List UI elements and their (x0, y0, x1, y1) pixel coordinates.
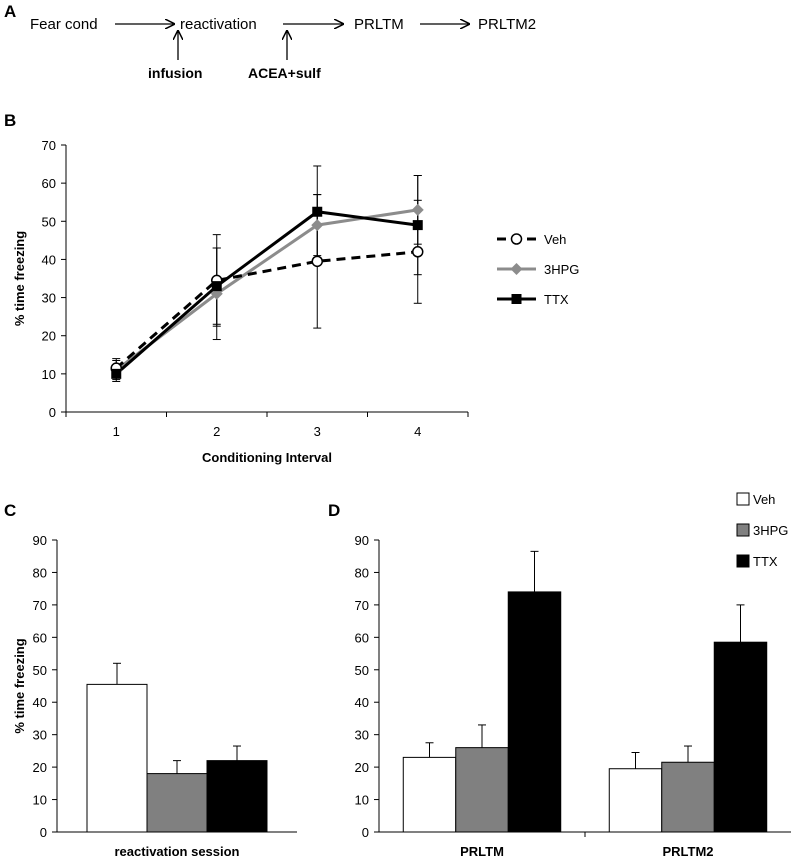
y-tick-label: 50 (42, 214, 56, 229)
x-tick-label: 3 (314, 424, 321, 439)
legend-marker-veh (510, 233, 523, 245)
legend-label-veh: Veh (544, 232, 566, 247)
data-point-ttx (111, 368, 122, 379)
y-axis-title: % time freezing (12, 231, 27, 326)
y-tick-label: 60 (355, 630, 369, 645)
y-tick-label: 0 (49, 405, 56, 420)
y-tick-label: 30 (33, 728, 47, 743)
y-tick-label: 80 (355, 565, 369, 580)
y-tick-label: 70 (42, 138, 56, 153)
data-point-veh (311, 255, 323, 268)
bar-ttx (507, 591, 562, 833)
panel-b-letter: B (4, 111, 16, 130)
y-tick-label: 60 (33, 630, 47, 645)
bar-veh (402, 756, 457, 833)
y-tick-label: 30 (42, 291, 56, 306)
y-tick-label: 80 (33, 565, 47, 580)
x-category-label: reactivation session (115, 844, 240, 859)
step-prltm2: PRLTM2 (478, 16, 536, 33)
data-point-ttx (211, 281, 222, 292)
label-infusion: infusion (148, 65, 202, 81)
y-tick-label: 60 (42, 176, 56, 191)
legend-label-ttx: TTX (753, 554, 778, 569)
label-acea-sulf: ACEA+sulf (248, 65, 321, 81)
legend-marker-ttx (511, 294, 522, 304)
legend-swatch-3hpg (736, 523, 750, 537)
line-chart-b: 0 10 20 30 40 50 60 70 1 2 3 4 Conditioning Interval… (12, 138, 579, 465)
panel-a-letter: A (4, 2, 16, 21)
x-tick-label: 2 (213, 424, 220, 439)
panel-a: A Fear cond reactivation PRLTM PRLTM2 in… (4, 2, 536, 81)
y-tick-label: 10 (355, 793, 369, 808)
legend-label-veh: Veh (753, 492, 775, 507)
y-tick-label: 40 (33, 695, 47, 710)
data-point-veh (412, 246, 424, 258)
data-point-3hpg (311, 219, 324, 232)
y-tick-label: 20 (42, 329, 56, 344)
y-tick-label: 90 (355, 533, 369, 548)
bar-veh (86, 683, 148, 833)
bar-3hpg (455, 747, 509, 833)
x-tick-label: 4 (414, 424, 421, 439)
bar-chart-c: 0 10 20 30 40 50 60 70 80 90 reactivation session%… (12, 533, 297, 859)
y-tick-label: 40 (355, 695, 369, 710)
y-tick-label: 70 (355, 598, 369, 613)
y-tick-label: 90 (33, 533, 47, 548)
y-axis-title: % time freezing (12, 638, 27, 733)
legend-label-3hpg: 3HPG (753, 523, 788, 538)
legend-label-3hpg: 3HPG (544, 262, 579, 277)
y-tick-label: 20 (355, 760, 369, 775)
bar-3hpg (661, 761, 715, 833)
x-category-label: PRLTM2 (662, 844, 713, 859)
legend-label-ttx: TTX (544, 292, 569, 307)
panel-c-letter: C (4, 501, 16, 520)
series-line-ttx (115, 210, 418, 375)
series-line-3hpg (115, 208, 418, 372)
step-prltm: PRLTM (354, 16, 404, 33)
legend-swatch-veh (736, 492, 750, 506)
y-tick-label: 50 (33, 663, 47, 678)
legend-swatch-ttx (736, 554, 750, 568)
step-reactivation: reactivation (180, 16, 257, 33)
y-tick-label: 70 (33, 598, 47, 613)
y-tick-label: 40 (42, 252, 56, 267)
y-tick-label: 20 (33, 760, 47, 775)
bar-veh (608, 768, 663, 833)
bar-3hpg (146, 773, 208, 833)
step-fear-cond: Fear cond (30, 16, 98, 33)
bar-ttx (206, 760, 268, 833)
y-tick-label: 30 (355, 728, 369, 743)
x-axis-title: Conditioning Interval (202, 450, 332, 465)
panel-d-letter: D (328, 501, 340, 520)
bar-ttx (713, 641, 768, 833)
y-tick-label: 10 (42, 367, 56, 382)
bar-chart-d: 0 10 20 30 40 50 60 70 80 90 PRLTM PRLTM2 Veh 3HPG TTX (355, 492, 791, 859)
x-tick-label: 1 (113, 424, 120, 439)
data-point-ttx (312, 206, 323, 217)
data-point-3hpg (411, 203, 424, 216)
y-tick-label: 50 (355, 663, 369, 678)
y-tick-label: 0 (362, 825, 369, 840)
legend-marker-3hpg (510, 263, 523, 275)
y-tick-label: 10 (33, 793, 47, 808)
data-point-ttx (412, 220, 423, 231)
y-tick-label: 0 (40, 825, 47, 840)
x-category-label: PRLTM (460, 844, 504, 859)
series-line-veh (115, 250, 418, 370)
